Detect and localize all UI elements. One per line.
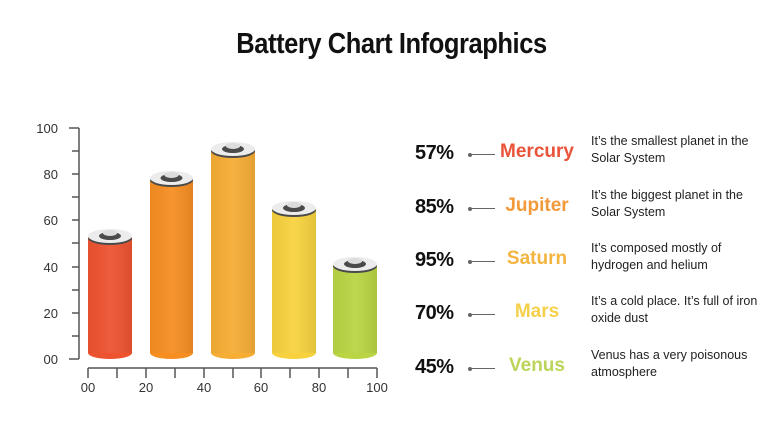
planet-description: Venus has a very poisonous atmosphere bbox=[591, 348, 748, 379]
battery-bar-mercury bbox=[88, 229, 132, 359]
planet-description: It’s composed mostly of hydrogen and hel… bbox=[591, 241, 722, 272]
chart-canvas bbox=[69, 127, 378, 378]
info-row-saturn: 95% Saturn It’s composed mostly of hydro… bbox=[405, 239, 765, 283]
y-tick-label: 40 bbox=[43, 260, 58, 275]
connector-line bbox=[468, 152, 495, 157]
connector-line bbox=[468, 259, 495, 264]
x-axis bbox=[87, 367, 378, 378]
y-tick-label: 20 bbox=[43, 306, 58, 321]
percent-value: 45% bbox=[415, 356, 454, 378]
planet-name: Mercury bbox=[500, 141, 574, 162]
planet-description: It’s a cold place. It’s full of iron oxi… bbox=[591, 294, 758, 325]
planet-name: Saturn bbox=[506, 248, 568, 269]
page-title: Battery Chart Infographics bbox=[236, 28, 547, 60]
y-tick-label: 00 bbox=[43, 352, 58, 367]
y-axis bbox=[69, 127, 80, 360]
connector-line bbox=[468, 206, 495, 211]
y-tick-label: 80 bbox=[43, 167, 58, 182]
connector-line bbox=[468, 312, 495, 317]
percent-value: 57% bbox=[415, 142, 454, 164]
battery-chart: 100 80 60 40 20 00 00 20 40 60 80 100 bbox=[36, 121, 388, 395]
x-tick-label: 60 bbox=[253, 380, 269, 395]
planet-description: It’s the biggest planet in the Solar Sys… bbox=[591, 188, 743, 219]
x-tick-label: 20 bbox=[138, 380, 154, 395]
x-tick-label: 100 bbox=[366, 380, 388, 395]
planet-name: Venus bbox=[509, 355, 565, 376]
battery-bar-mars bbox=[272, 201, 316, 359]
percent-value: 70% bbox=[415, 302, 454, 324]
planet-description: It’s the smallest planet in the Solar Sy… bbox=[591, 134, 749, 165]
planet-name: Mars bbox=[514, 301, 560, 322]
info-row-jupiter: 85% Jupiter It’s the biggest planet in t… bbox=[405, 186, 765, 230]
y-tick-label: 100 bbox=[36, 121, 58, 136]
planet-name: Jupiter bbox=[505, 195, 569, 216]
percent-value: 95% bbox=[415, 249, 454, 271]
percent-value: 85% bbox=[415, 196, 454, 218]
y-tick-label: 60 bbox=[43, 213, 58, 228]
x-tick-label: 00 bbox=[80, 380, 96, 395]
info-row-venus: 45% Venus Venus has a very poisonous atm… bbox=[405, 346, 765, 390]
x-tick-label: 40 bbox=[196, 380, 212, 395]
info-row-mercury: 57% Mercury It’s the smallest planet in … bbox=[405, 132, 765, 176]
connector-line bbox=[468, 366, 495, 371]
battery-bar-venus bbox=[333, 257, 377, 359]
x-tick-label: 80 bbox=[311, 380, 327, 395]
battery-bar-jupiter bbox=[150, 171, 193, 359]
battery-bar-saturn bbox=[211, 142, 255, 359]
info-row-mars: 70% Mars It’s a cold place. It’s full of… bbox=[405, 292, 765, 336]
